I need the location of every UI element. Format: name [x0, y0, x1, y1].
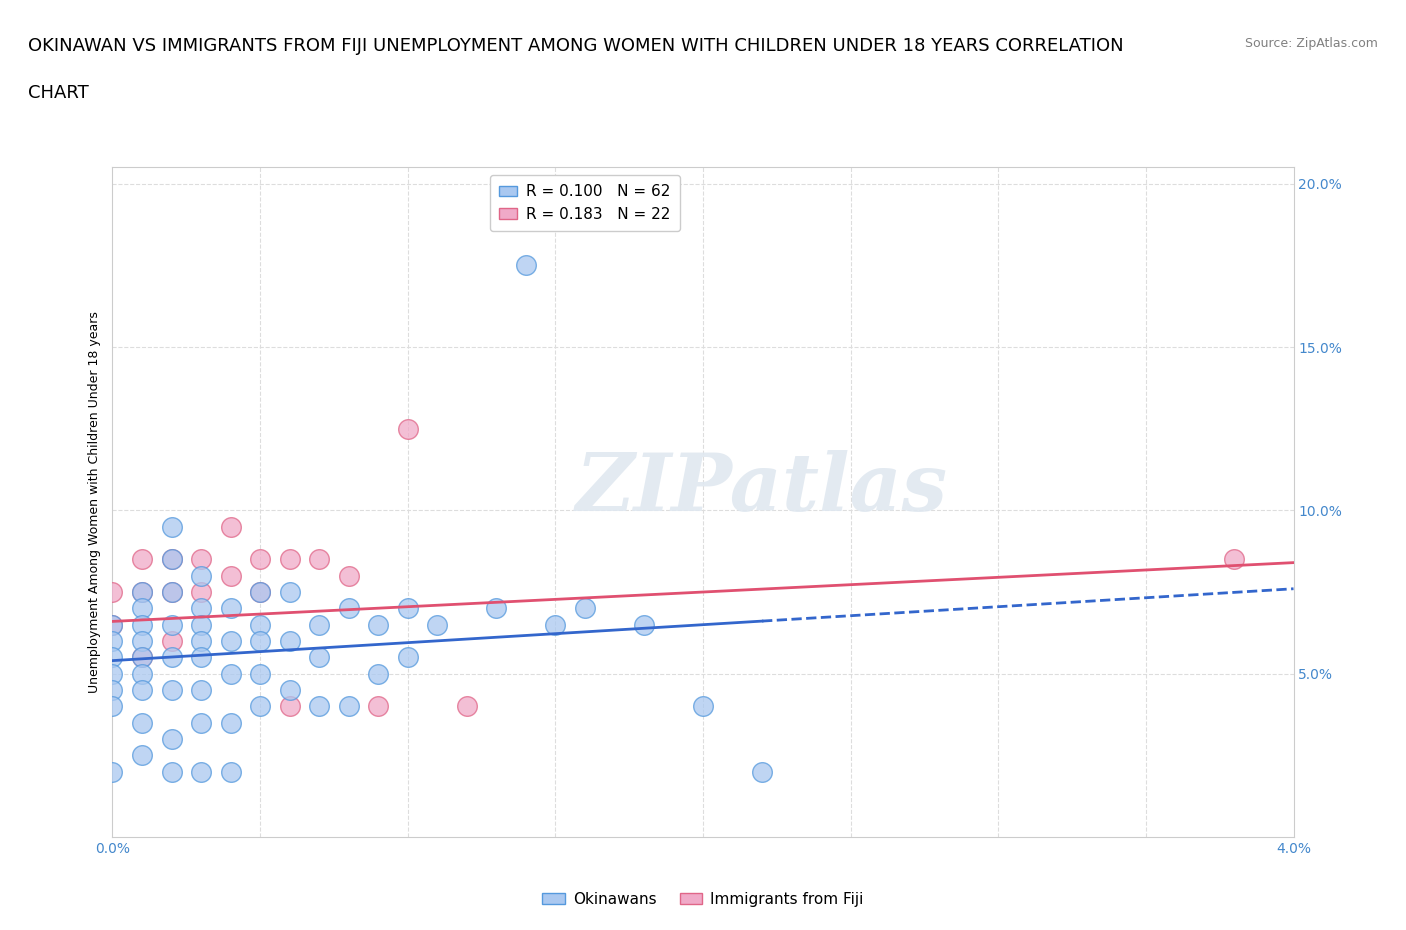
Point: [219, 666, 242, 681]
Point: [219, 764, 242, 779]
Point: [751, 764, 773, 779]
Point: [337, 601, 360, 616]
Point: [367, 618, 389, 632]
Point: [544, 618, 567, 632]
Point: [190, 650, 212, 665]
Point: [131, 715, 153, 730]
Point: [692, 699, 714, 714]
Y-axis label: Unemployment Among Women with Children Under 18 years: Unemployment Among Women with Children U…: [89, 312, 101, 693]
Point: [131, 601, 153, 616]
Point: [219, 715, 242, 730]
Text: ZIPatlas: ZIPatlas: [576, 450, 948, 527]
Point: [131, 633, 153, 648]
Point: [249, 585, 271, 600]
Legend: Okinawans, Immigrants from Fiji: Okinawans, Immigrants from Fiji: [536, 886, 870, 913]
Point: [219, 633, 242, 648]
Point: [633, 618, 655, 632]
Point: [101, 699, 124, 714]
Point: [249, 666, 271, 681]
Point: [278, 683, 301, 698]
Point: [219, 568, 242, 583]
Point: [101, 585, 124, 600]
Point: [278, 633, 301, 648]
Point: [367, 699, 389, 714]
Point: [131, 666, 153, 681]
Point: [190, 551, 212, 566]
Text: CHART: CHART: [28, 84, 89, 101]
Point: [131, 551, 153, 566]
Point: [160, 650, 183, 665]
Point: [308, 618, 330, 632]
Point: [190, 683, 212, 698]
Point: [1223, 551, 1246, 566]
Point: [160, 732, 183, 747]
Point: [101, 650, 124, 665]
Point: [160, 551, 183, 566]
Point: [101, 764, 124, 779]
Point: [337, 699, 360, 714]
Point: [515, 258, 537, 272]
Point: [131, 683, 153, 698]
Point: [426, 618, 449, 632]
Point: [101, 633, 124, 648]
Point: [101, 666, 124, 681]
Point: [249, 585, 271, 600]
Point: [249, 551, 271, 566]
Point: [456, 699, 478, 714]
Point: [278, 551, 301, 566]
Point: [337, 568, 360, 583]
Point: [249, 633, 271, 648]
Text: Source: ZipAtlas.com: Source: ZipAtlas.com: [1244, 37, 1378, 50]
Point: [396, 601, 419, 616]
Point: [160, 618, 183, 632]
Point: [190, 715, 212, 730]
Point: [101, 618, 124, 632]
Point: [101, 683, 124, 698]
Point: [249, 618, 271, 632]
Point: [131, 650, 153, 665]
Point: [101, 618, 124, 632]
Point: [160, 519, 183, 534]
Point: [160, 633, 183, 648]
Point: [131, 585, 153, 600]
Point: [278, 699, 301, 714]
Point: [160, 585, 183, 600]
Point: [396, 650, 419, 665]
Point: [367, 666, 389, 681]
Point: [160, 683, 183, 698]
Point: [485, 601, 508, 616]
Point: [131, 585, 153, 600]
Point: [131, 618, 153, 632]
Point: [249, 699, 271, 714]
Point: [308, 650, 330, 665]
Point: [160, 585, 183, 600]
Legend: R = 0.100   N = 62, R = 0.183   N = 22: R = 0.100 N = 62, R = 0.183 N = 22: [489, 175, 681, 231]
Point: [396, 421, 419, 436]
Point: [160, 551, 183, 566]
Point: [190, 568, 212, 583]
Point: [308, 551, 330, 566]
Point: [190, 633, 212, 648]
Point: [131, 650, 153, 665]
Point: [160, 764, 183, 779]
Point: [190, 764, 212, 779]
Point: [190, 585, 212, 600]
Point: [574, 601, 596, 616]
Point: [308, 699, 330, 714]
Text: OKINAWAN VS IMMIGRANTS FROM FIJI UNEMPLOYMENT AMONG WOMEN WITH CHILDREN UNDER 18: OKINAWAN VS IMMIGRANTS FROM FIJI UNEMPLO…: [28, 37, 1123, 55]
Point: [219, 519, 242, 534]
Point: [131, 748, 153, 763]
Point: [219, 601, 242, 616]
Point: [190, 618, 212, 632]
Point: [190, 601, 212, 616]
Point: [278, 585, 301, 600]
